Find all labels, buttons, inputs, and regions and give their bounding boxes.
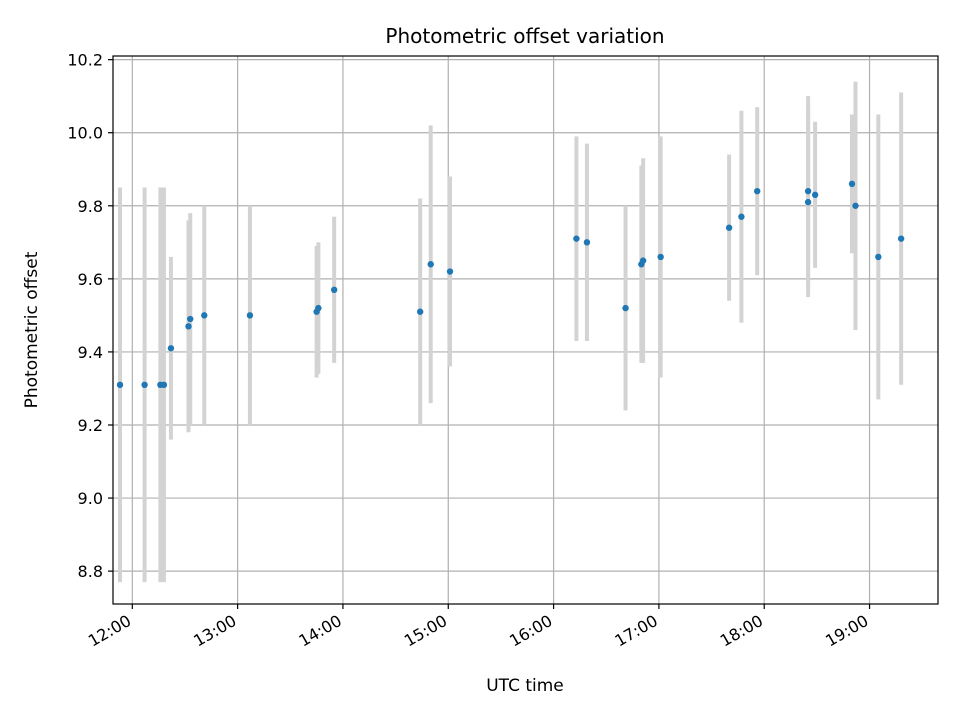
data-point xyxy=(141,381,148,388)
plot-frame xyxy=(112,55,939,605)
data-point xyxy=(754,187,761,195)
y-tick-label: 9.2 xyxy=(78,416,103,435)
x-tick-label: 16:00 xyxy=(506,611,555,651)
data-point xyxy=(804,198,812,206)
data-point xyxy=(573,235,580,242)
data-point xyxy=(852,202,859,209)
data-point xyxy=(416,308,424,315)
data-point xyxy=(187,315,194,323)
x-tick-label: 13:00 xyxy=(190,611,239,651)
data-point xyxy=(427,261,434,268)
x-axis-label: UTC time xyxy=(486,676,564,696)
x-tick-label: 17:00 xyxy=(611,611,660,651)
data-point xyxy=(246,312,254,319)
data-point xyxy=(725,224,733,231)
y-tick-label: 9.0 xyxy=(78,489,103,508)
data-point xyxy=(897,235,905,242)
data-point xyxy=(622,304,629,312)
y-tick-label: 9.6 xyxy=(78,270,103,289)
data-point xyxy=(185,323,192,330)
y-tick-label: 9.8 xyxy=(78,197,103,216)
x-axis-ticks: 12:00 13:00 14:00 15:00 16:00 17:00 18:00 19:00 xyxy=(85,604,872,651)
data-point xyxy=(848,180,856,188)
x-tick-label: 15:00 xyxy=(401,611,450,651)
x-tick-label: 12:00 xyxy=(85,611,134,651)
data-point xyxy=(167,345,175,352)
data-point xyxy=(201,312,208,319)
y-tick-label: 10.2 xyxy=(67,51,103,70)
x-tick-label: 19:00 xyxy=(822,611,871,651)
data-point xyxy=(315,304,322,312)
data-points xyxy=(116,180,905,388)
x-tick-label: 18:00 xyxy=(717,611,766,651)
y-axis-label: Photometric offset xyxy=(22,251,42,408)
y-tick-label: 8.8 xyxy=(78,562,103,581)
y-tick-label: 9.4 xyxy=(78,343,103,362)
data-point xyxy=(738,213,745,220)
y-tick-label: 10.0 xyxy=(67,124,103,143)
data-point xyxy=(583,239,591,246)
data-point xyxy=(446,268,454,275)
data-point xyxy=(639,257,647,264)
chart-title: Photometric offset variation xyxy=(385,24,664,48)
data-point xyxy=(657,253,664,261)
x-tick-label: 14:00 xyxy=(296,611,345,651)
data-point xyxy=(811,191,819,199)
data-point xyxy=(804,187,812,195)
data-point xyxy=(875,253,882,261)
data-point xyxy=(330,286,338,294)
data-point xyxy=(116,381,124,388)
y-axis-ticks: 8.8 9.0 9.2 9.4 9.6 9.8 10.0 10.2 xyxy=(67,51,113,581)
data-point xyxy=(160,381,168,388)
